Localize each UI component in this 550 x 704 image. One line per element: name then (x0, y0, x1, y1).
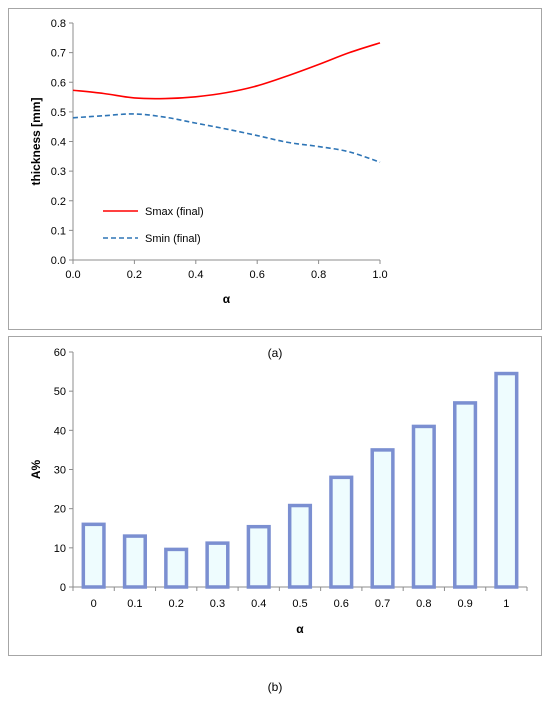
x-tick-label: 0.6 (334, 598, 349, 610)
y-tick-label: 0.0 (51, 255, 66, 267)
y-tick-label: 0.7 (51, 48, 66, 60)
x-tick-label: 0.2 (127, 269, 142, 281)
y-tick-label: 0.6 (51, 77, 66, 89)
y-tick-label: 0.4 (51, 137, 66, 149)
bar-0.7 (370, 448, 395, 589)
series-line-smin (72, 113, 381, 163)
panel-a-frame (8, 8, 542, 330)
bar-0.3 (205, 541, 230, 589)
x-tick-label: 0.8 (416, 598, 431, 610)
y-tick-label: 50 (54, 386, 66, 398)
bar-0.5 (287, 503, 313, 589)
y-tick-label: 0 (60, 582, 66, 594)
x-tick-label: 0.3 (210, 598, 225, 610)
bar-0.8 (411, 424, 436, 589)
x-axis-title: α (223, 292, 231, 306)
panel-label-b: (b) (267, 680, 283, 694)
bar-0.2 (164, 547, 189, 589)
x-tick-label: 0 (91, 598, 97, 610)
y-tick-label: 0.8 (51, 18, 66, 30)
series-line-smax (72, 42, 381, 100)
legend-label-smax: Smax (final) (145, 206, 204, 218)
bar-0.9 (453, 401, 478, 589)
x-tick-label: 0.8 (311, 269, 326, 281)
bar-1 (494, 371, 519, 589)
x-tick-label: 0.4 (251, 598, 266, 610)
x-tick-label: 0.0 (65, 269, 80, 281)
y-tick-label: 0.1 (51, 225, 66, 237)
y-tick-label: 10 (54, 543, 66, 555)
bar-0.6 (329, 475, 354, 589)
x-tick-label: 0.5 (292, 598, 307, 610)
panel-b-frame (8, 336, 542, 656)
x-tick-label: 0.2 (169, 598, 184, 610)
y-tick-label: 60 (54, 347, 66, 359)
y-tick-label: 30 (54, 465, 66, 477)
x-tick-label: 1 (503, 598, 509, 610)
bar-0 (81, 522, 106, 589)
y-tick-label: 20 (54, 504, 66, 516)
x-tick-label: 0.6 (250, 269, 265, 281)
bar-0.1 (122, 534, 147, 589)
x-tick-label: 0.1 (127, 598, 142, 610)
y-tick-label: 0.5 (51, 107, 66, 119)
x-tick-label: 0.4 (188, 269, 203, 281)
y-axis-title: A% (29, 460, 43, 480)
y-tick-label: 0.2 (51, 196, 66, 208)
legend-label-smin: Smin (final) (145, 233, 201, 245)
x-tick-label: 1.0 (372, 269, 387, 281)
y-axis-title: thickness [mm] (29, 97, 43, 185)
bar-0.4 (246, 524, 271, 589)
x-tick-label: 0.9 (457, 598, 472, 610)
x-axis-title: α (296, 622, 304, 636)
x-tick-label: 0.7 (375, 598, 390, 610)
panel-label-a: (a) (267, 346, 283, 360)
thickness-line-chart: 0.0 0.1 0.2 0.3 0.4 0.5 0.6 0.7 0.8 0.0 0.2 0.4 0.6 0… (29, 18, 388, 306)
y-tick-label: 40 (54, 425, 66, 437)
y-tick-label: 0.3 (51, 166, 66, 178)
